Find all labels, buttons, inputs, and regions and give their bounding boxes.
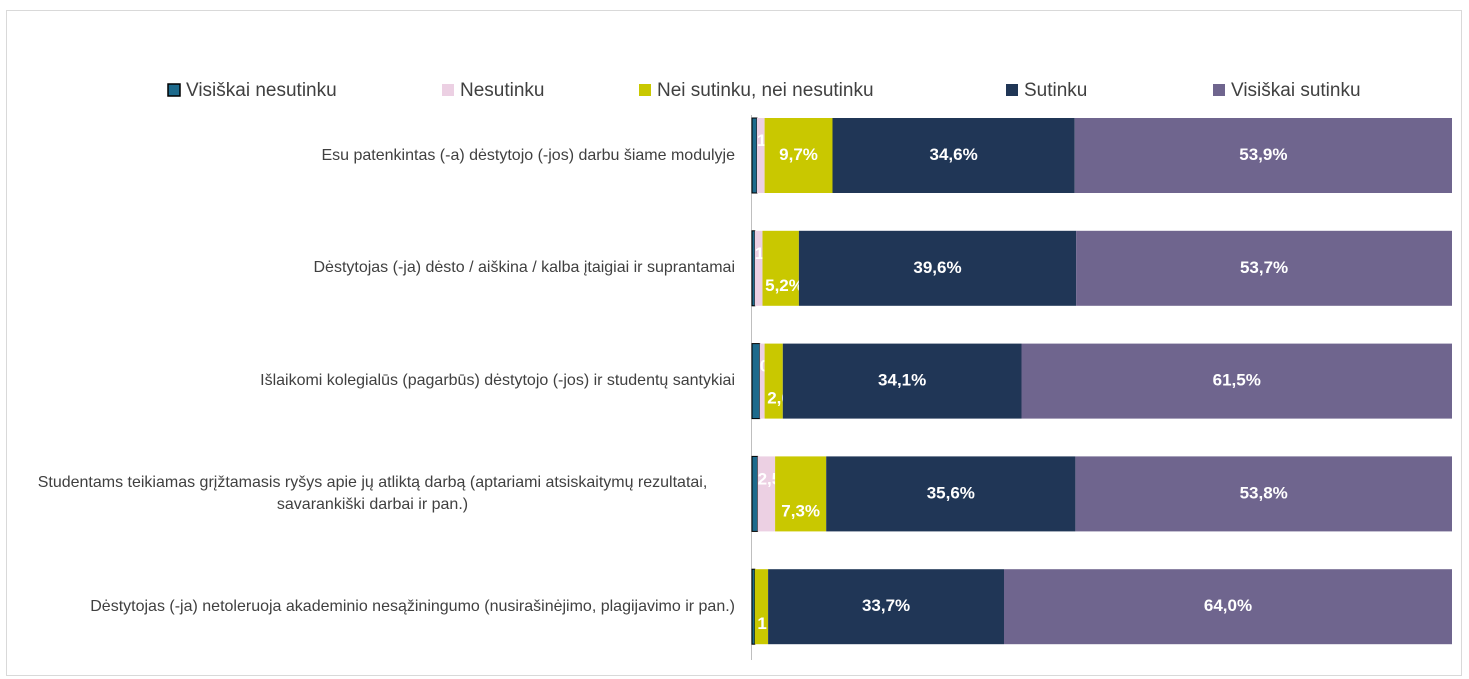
bar-segment — [782, 343, 1022, 419]
legend-label: Nei sutinku, nei nesutinku — [657, 80, 874, 101]
legend-swatch — [1006, 84, 1018, 96]
data-label: 7,3% — [781, 501, 820, 520]
data-label: 53,7% — [1240, 258, 1288, 277]
bar-segment — [751, 455, 759, 532]
data-label: 9,7% — [779, 145, 818, 164]
data-label: 61,5% — [1213, 371, 1261, 390]
bar-segment — [757, 456, 776, 532]
bar-segment — [832, 118, 1075, 193]
data-label: 35,6% — [927, 483, 975, 502]
category-label-box: Išlaikomi kolegialūs (pagarbūs) dėstytoj… — [10, 341, 735, 421]
data-label: 33,7% — [862, 596, 910, 615]
bar-segment — [764, 343, 783, 419]
bar-segment — [1076, 230, 1452, 306]
legend-swatch — [442, 84, 454, 96]
data-label: 34,6% — [929, 145, 977, 164]
bar-segment — [768, 569, 1004, 645]
legend-label: Sutinku — [1024, 80, 1087, 101]
legend-swatch — [639, 84, 651, 96]
category-label: Esu patenkintas (-a) dėstytojo (-jos) da… — [321, 146, 735, 164]
bar-segment — [759, 343, 765, 419]
category-label: Dėstytojas (-ja) dėsto / aiškina / kalba… — [313, 259, 735, 277]
bar-segment — [751, 117, 758, 194]
bar-segment — [756, 118, 765, 193]
bar-segment — [1075, 456, 1452, 532]
bar-segment — [775, 456, 827, 532]
bar-segment — [751, 343, 761, 420]
category-label: Dėstytojas (-ja) netoleruoja akademinio … — [90, 597, 735, 615]
legend-swatch — [1213, 84, 1225, 96]
bar-segment — [1074, 118, 1452, 193]
bar-segment — [751, 568, 756, 645]
bar-segment — [798, 230, 1077, 306]
data-label: 53,9% — [1239, 145, 1287, 164]
category-label-box: Dėstytojas (-ja) netoleruoja akademinio … — [10, 567, 735, 647]
legend-swatch — [167, 83, 181, 97]
bar-segment — [754, 569, 769, 645]
bar-segment — [764, 118, 833, 193]
data-label: 39,6% — [913, 258, 961, 277]
category-label-box: Dėstytojas (-ja) dėsto / aiškina / kalba… — [10, 228, 735, 308]
category-label-box: Studentams teikiamas grįžtamasis ryšys a… — [10, 454, 735, 534]
bar-segment — [1004, 569, 1452, 645]
category-label: Išlaikomi kolegialūs (pagarbūs) dėstytoj… — [260, 372, 735, 390]
bar-segment — [754, 230, 763, 306]
category-label: Studentams teikiamas grįžtamasis ryšys a… — [37, 473, 708, 513]
legend-label: Nesutinku — [460, 80, 545, 101]
bar-segment — [751, 230, 756, 307]
category-label-box: Esu patenkintas (-a) dėstytojo (-jos) da… — [10, 116, 735, 196]
legend-label: Visiškai nesutinku — [186, 80, 337, 101]
data-label: 53,8% — [1240, 483, 1288, 502]
legend-label: Visiškai sutinku — [1231, 80, 1361, 101]
bar-segment — [826, 456, 1076, 532]
bar-segment — [762, 230, 799, 306]
data-label: 64,0% — [1204, 596, 1252, 615]
data-label: 34,1% — [878, 371, 926, 390]
data-label: 5,2% — [765, 276, 804, 295]
bar-segment — [1021, 343, 1452, 419]
